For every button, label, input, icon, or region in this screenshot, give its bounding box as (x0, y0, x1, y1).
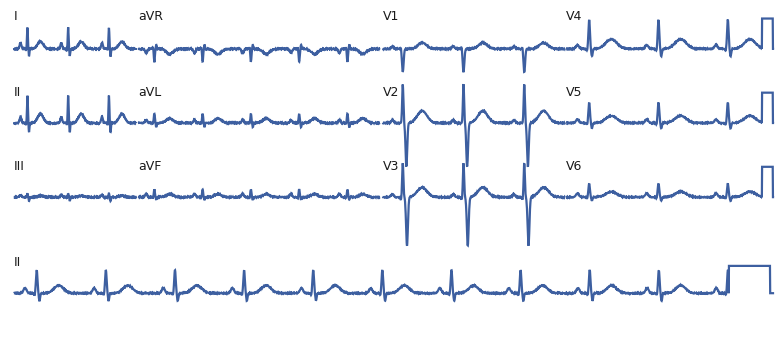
Text: III: III (14, 160, 25, 173)
Text: aVL: aVL (138, 86, 162, 99)
Text: V2: V2 (383, 86, 399, 99)
Text: V1: V1 (383, 10, 399, 23)
Text: II: II (14, 86, 21, 99)
Text: aVF: aVF (138, 160, 162, 173)
Text: V4: V4 (566, 10, 583, 23)
Text: II: II (14, 256, 21, 269)
Text: I: I (14, 10, 18, 23)
Text: V3: V3 (383, 160, 399, 173)
Text: V5: V5 (566, 86, 583, 99)
Text: V6: V6 (566, 160, 583, 173)
Text: aVR: aVR (138, 10, 163, 23)
